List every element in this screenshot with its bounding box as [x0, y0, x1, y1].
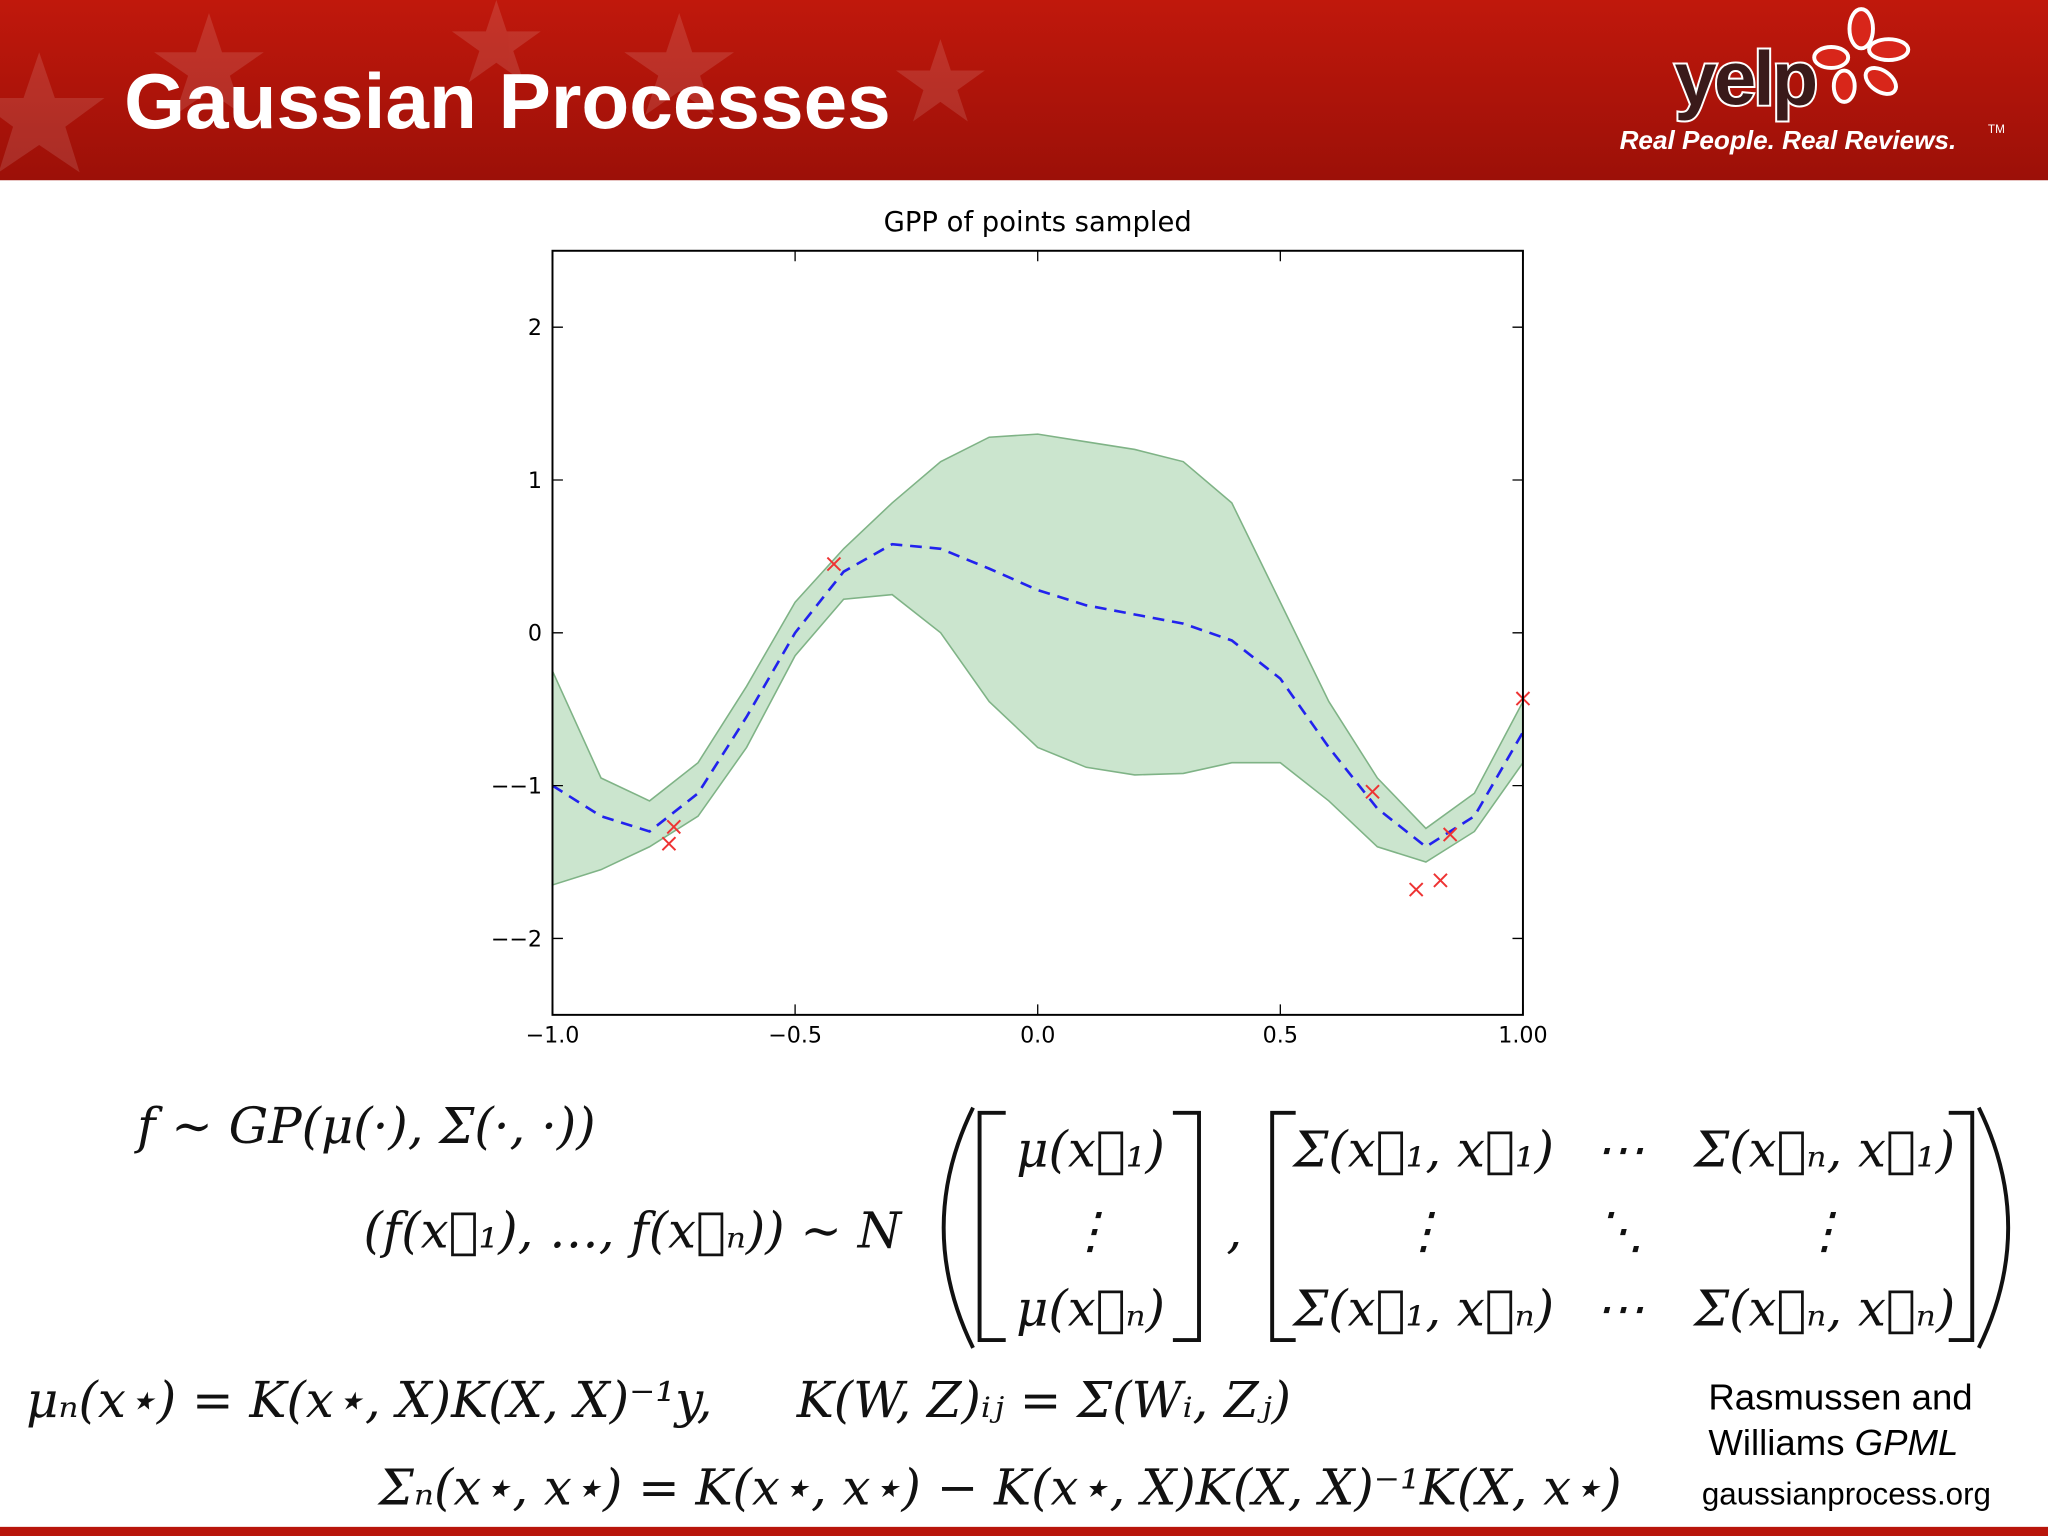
y-tick-label: 2: [528, 315, 542, 341]
equation: ⋯: [1595, 1280, 1645, 1338]
y-tick-label: 0: [528, 621, 542, 647]
sample-point: [1433, 873, 1448, 888]
equation: Σ(x⃗ₙ, x⃗₁): [1692, 1120, 1955, 1178]
equation: Σ(x⃗ₙ, x⃗ₙ): [1692, 1280, 1955, 1338]
x-tick-label: 1.00: [1498, 1022, 1547, 1048]
chart-title: GPP of points sampled: [884, 207, 1192, 238]
logo-tagline: Real People. Real Reviews.: [1620, 125, 1957, 155]
chart: GPP of points sampled −−2 −−1 0 1 2 −1.0 −0.5 0.…: [491, 207, 1548, 1048]
equation: ,: [1226, 1201, 1242, 1259]
logo-burst: [1812, 7, 1911, 104]
sample-point: [661, 836, 677, 851]
trademark: TM: [1988, 123, 2005, 136]
equation: Σₙ(x⋆, x⋆) = K(x⋆, x⋆) − K(x⋆, X)K(X, X)…: [377, 1459, 1622, 1517]
citation-line: Rasmussen and: [1708, 1376, 1972, 1417]
x-tick-label: 0.5: [1263, 1022, 1298, 1048]
sample-point: [1408, 882, 1424, 897]
equation: ⋯: [1595, 1120, 1645, 1178]
equation: μₙ(x⋆) = K(x⋆, X)K(X, X)⁻¹y,: [26, 1371, 712, 1429]
header-stars: [0, 0, 985, 173]
footer-bar: [0, 1526, 2048, 1536]
slide-title: Gaussian Processes: [124, 57, 891, 145]
x-tick-label: −1.0: [526, 1022, 580, 1048]
y-tick-label: −−2: [491, 926, 542, 952]
equation: μ(x⃗₁): [1016, 1120, 1165, 1178]
confidence-band: [551, 433, 1524, 887]
sample-point: [666, 819, 682, 835]
equation: Σ(x⃗₁, x⃗ₙ): [1291, 1280, 1554, 1338]
citation-book: GPML: [1855, 1422, 1959, 1463]
y-tick-label: 1: [528, 468, 542, 494]
sample-point: [826, 556, 842, 572]
matrix-delimiters: [941, 1106, 2011, 1349]
equation: ⋮: [1399, 1201, 1449, 1259]
equation: (f(x⃗₁), …, f(x⃗ₙ)) ∼ N: [364, 1201, 903, 1259]
equation: ⋮: [1066, 1201, 1116, 1259]
citation-line: Williams GPML: [1708, 1422, 1958, 1463]
equation: Σ(x⃗₁, x⃗₁): [1291, 1120, 1554, 1178]
citation-url: gaussianprocess.org: [1702, 1477, 1991, 1512]
mean-line: [551, 542, 1525, 849]
equation: μ(x⃗ₙ): [1016, 1280, 1165, 1338]
header-bar: [0, 0, 2048, 181]
x-tick-label: −0.5: [768, 1022, 822, 1048]
equation: ⋮: [1800, 1201, 1850, 1259]
sample-point: [1365, 784, 1380, 799]
sample-point: [1442, 827, 1458, 842]
x-tick-label: 0.0: [1020, 1022, 1055, 1048]
equations: f ∼ GP(μ(·), Σ(·, ·)) (f(x⃗₁), …, f(x⃗ₙ))…: [26, 1097, 1955, 1517]
equation: K(W, Z)ᵢⱼ = Σ(Wᵢ, Zⱼ): [796, 1371, 1291, 1429]
y-tick-label: −−1: [491, 773, 542, 799]
logo-text: yelp: [1674, 36, 1815, 121]
citation-authors: Williams: [1708, 1422, 1844, 1463]
equation: ⋱: [1595, 1201, 1645, 1259]
equation: f ∼ GP(μ(·), Σ(·, ·)): [133, 1097, 595, 1155]
